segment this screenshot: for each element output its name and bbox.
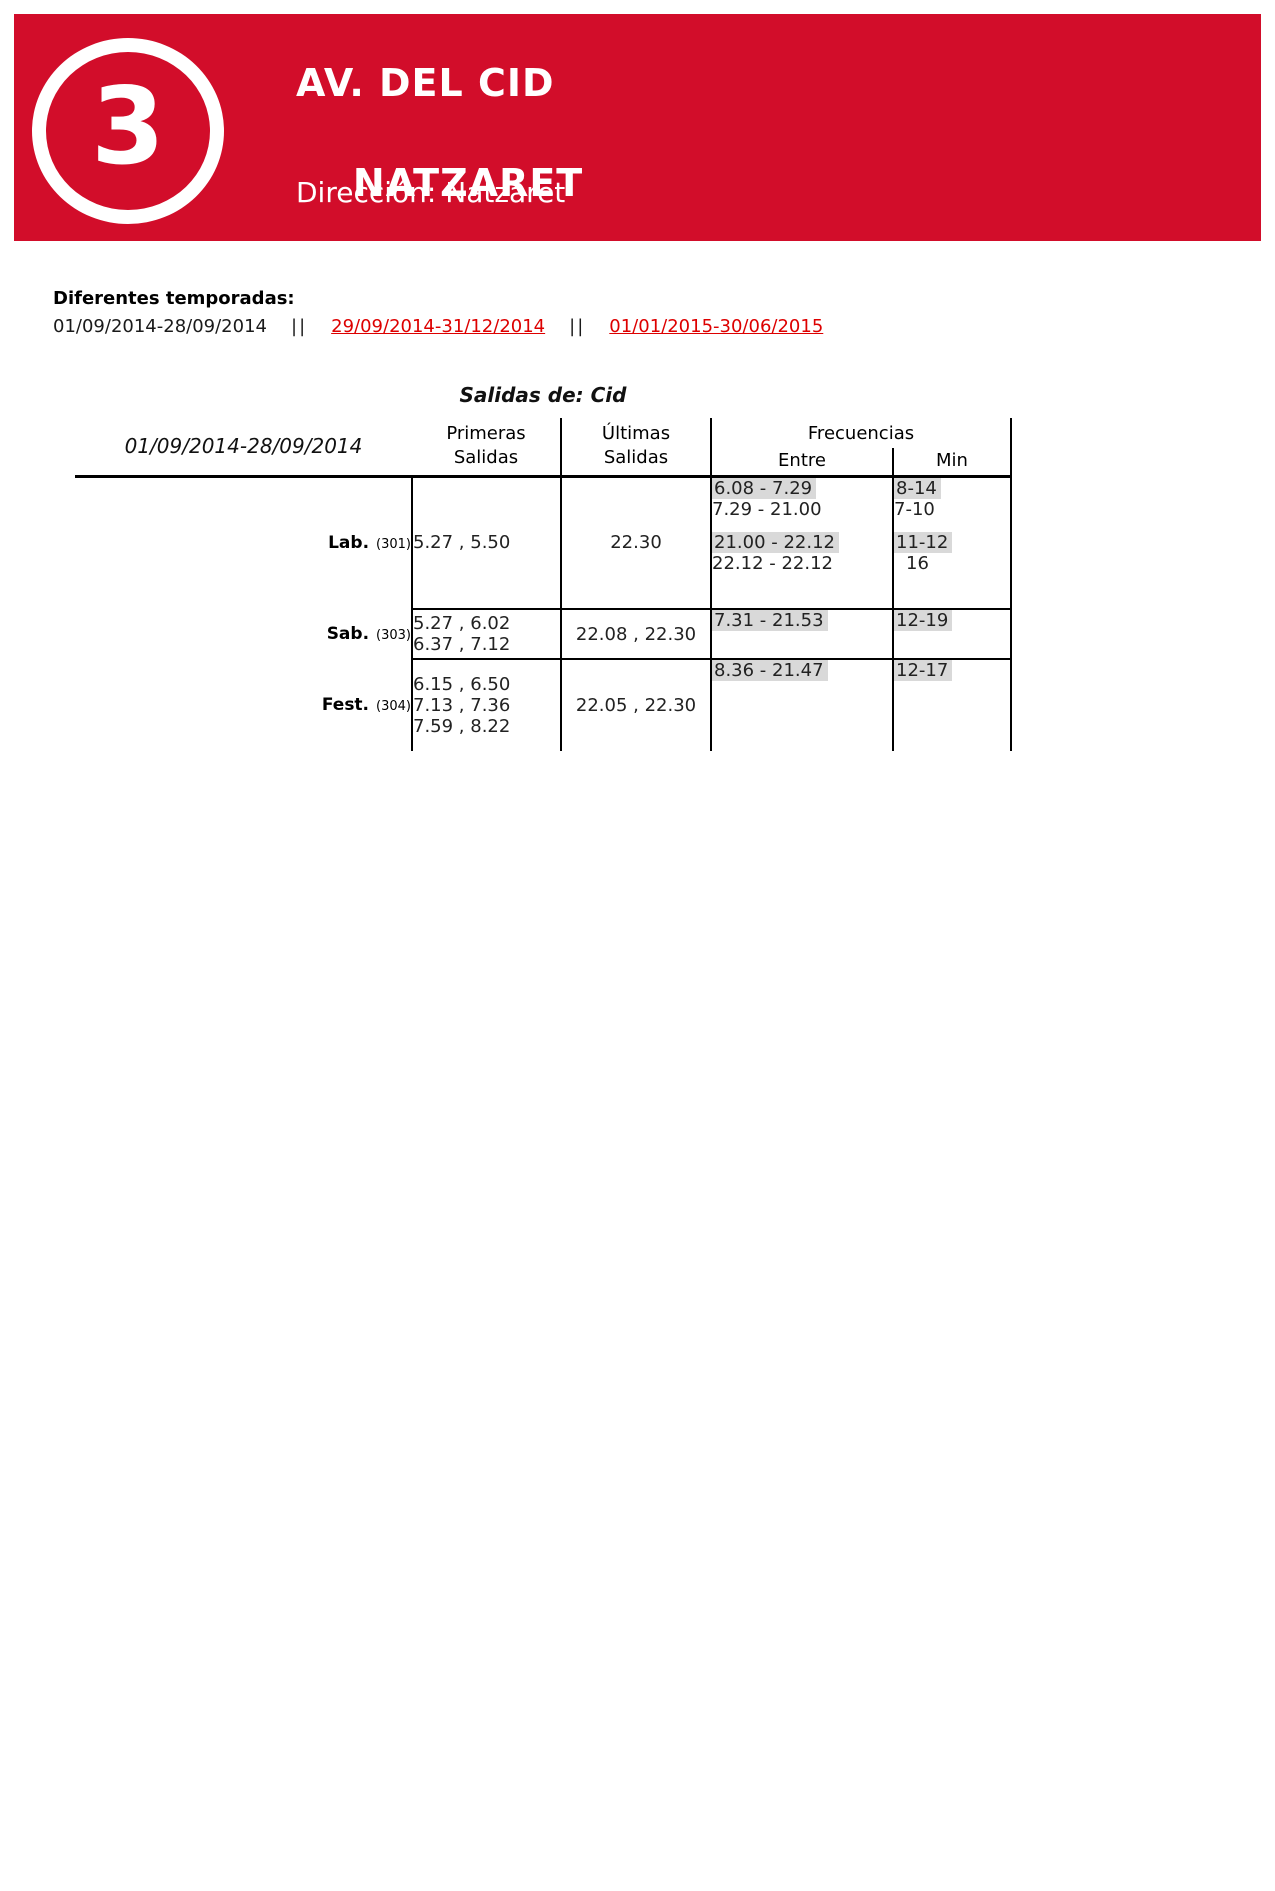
cell-entre: 8.36 - 21.47 bbox=[711, 659, 894, 751]
season-link-1[interactable]: 29/09/2014-31/12/2014 bbox=[331, 316, 546, 337]
min-value: 12-17 bbox=[894, 660, 953, 681]
day-name: Sab. bbox=[326, 624, 370, 644]
primeras-value: 7.59 , 8.22 bbox=[413, 716, 511, 737]
primeras-value: 7.13 , 7.36 bbox=[413, 695, 511, 716]
cell-entre: 6.08 - 7.29 7.29 - 21.00 21.00 - 22.12 2… bbox=[711, 476, 894, 610]
ultimas-value: 22.08 , 22.30 bbox=[575, 623, 697, 645]
season-separator: || bbox=[569, 316, 586, 337]
timetable-row-fest: Fest. (304) 6.15 , 6.50 7.13 , 7.36 7.59 … bbox=[75, 659, 1012, 751]
min-value: 16 bbox=[906, 552, 929, 574]
header-period: 01/09/2014-28/09/2014 bbox=[75, 418, 412, 478]
primeras-value: 5.27 , 5.50 bbox=[413, 532, 511, 554]
route-direction: Dirección: Natzaret bbox=[296, 176, 566, 209]
min-value: 11-12 bbox=[894, 531, 953, 553]
header-entre: Entre bbox=[711, 448, 894, 478]
timetable-row-lab: Lab. (301) 5.27 , 5.50 22.30 6.08 - 7.29 … bbox=[75, 476, 1012, 610]
seasons-section: Diferentes temporadas: 01/09/2014-28/09/… bbox=[53, 288, 823, 337]
day-code: (303) bbox=[376, 628, 411, 643]
route-title-line2: NATZARET bbox=[352, 161, 584, 205]
route-banner: 3 AV. DEL CID NATZARET Dirección: Natzar… bbox=[14, 14, 1261, 241]
cell-ultimas: 22.05 , 22.30 bbox=[561, 659, 712, 751]
entre-value: 8.36 - 21.47 bbox=[712, 660, 828, 681]
entre-value: 21.00 - 22.12 bbox=[712, 531, 839, 553]
season-current: 01/09/2014-28/09/2014 bbox=[53, 316, 267, 337]
header-ultimas: Últimas Salidas bbox=[561, 418, 712, 478]
primeras-value: 6.15 , 6.50 bbox=[413, 674, 511, 695]
day-name: Lab. bbox=[328, 533, 370, 554]
route-title-line1: AV. DEL CID bbox=[296, 61, 555, 105]
day-name: Fest. bbox=[321, 695, 370, 715]
line-number: 3 bbox=[91, 65, 165, 188]
day-code: (301) bbox=[376, 537, 411, 553]
cell-ultimas: 22.30 bbox=[561, 476, 712, 610]
cell-min: 12-19 bbox=[893, 609, 1012, 660]
entre-value: 22.12 - 22.12 bbox=[712, 552, 833, 574]
cell-day-label: Lab. (301) bbox=[75, 476, 413, 609]
cell-primeras: 5.27 , 5.50 bbox=[412, 476, 562, 610]
header-min: Min bbox=[893, 448, 1012, 478]
day-code: (304) bbox=[376, 699, 411, 714]
header-frecuencias: Frecuencias bbox=[711, 418, 1012, 448]
seasons-row: 01/09/2014-28/09/2014 || 29/09/2014-31/1… bbox=[53, 316, 823, 337]
cell-day-label: Fest. (304) bbox=[75, 659, 413, 751]
ultimas-value: 22.30 bbox=[610, 532, 662, 554]
cell-min: 12-17 bbox=[893, 659, 1012, 751]
seasons-heading: Diferentes temporadas: bbox=[53, 288, 295, 309]
header-ultimas-line2: Salidas bbox=[603, 447, 669, 469]
cell-ultimas: 22.08 , 22.30 bbox=[561, 609, 712, 660]
cell-min: 8-14 7-10 11-12 16 bbox=[893, 476, 1012, 610]
line-number-badge-icon: 3 bbox=[32, 38, 224, 224]
min-value: 7-10 bbox=[894, 498, 935, 520]
entre-value: 6.08 - 7.29 bbox=[712, 477, 817, 499]
table-title: Salidas de: Cid bbox=[459, 383, 627, 407]
season-link-2[interactable]: 01/01/2015-30/06/2015 bbox=[609, 316, 824, 337]
header-primeras-line1: Primeras bbox=[446, 423, 526, 445]
entre-value: 7.29 - 21.00 bbox=[712, 498, 822, 520]
season-separator: || bbox=[291, 316, 308, 337]
min-value: 8-14 bbox=[894, 477, 941, 499]
cell-primeras: 6.15 , 6.50 7.13 , 7.36 7.59 , 8.22 bbox=[412, 659, 562, 751]
min-value: 12-19 bbox=[894, 610, 953, 631]
primeras-value: 6.37 , 7.12 bbox=[413, 634, 511, 655]
route-title: AV. DEL CID NATZARET bbox=[296, 58, 583, 258]
timetable-row-sab: Sab. (303) 5.27 , 6.02 6.37 , 7.12 22.08 … bbox=[75, 609, 1012, 660]
cell-entre: 7.31 - 21.53 bbox=[711, 609, 894, 660]
cell-day-label: Sab. (303) bbox=[75, 609, 413, 659]
primeras-value: 5.27 , 6.02 bbox=[413, 613, 511, 634]
header-ultimas-line1: Últimas bbox=[601, 423, 671, 445]
ultimas-value: 22.05 , 22.30 bbox=[575, 695, 697, 716]
entre-value: 7.31 - 21.53 bbox=[712, 610, 828, 631]
cell-primeras: 5.27 , 6.02 6.37 , 7.12 bbox=[412, 609, 562, 660]
schedule-table: 01/09/2014-28/09/2014 Primeras Salidas Ú… bbox=[75, 418, 1012, 751]
header-primeras: Primeras Salidas bbox=[412, 418, 562, 478]
header-primeras-line2: Salidas bbox=[453, 447, 519, 469]
